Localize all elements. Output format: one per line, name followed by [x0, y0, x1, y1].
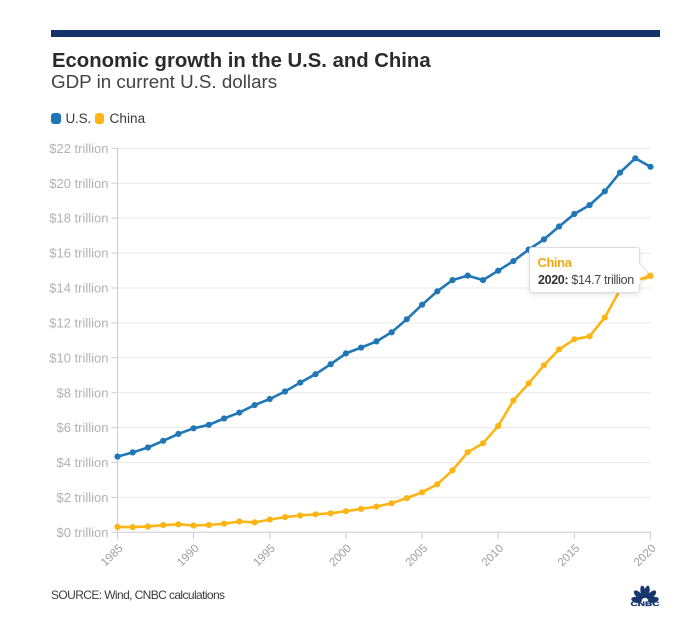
svg-text:1995: 1995 [251, 542, 278, 569]
svg-text:$6 trillion: $6 trillion [56, 420, 108, 435]
svg-text:$0 trillion: $0 trillion [56, 525, 108, 540]
svg-text:2015: 2015 [556, 542, 583, 569]
svg-text:$2 trillion: $2 trillion [56, 490, 108, 505]
svg-text:$14 trillion: $14 trillion [49, 281, 108, 296]
svg-text:$12 trillion: $12 trillion [49, 316, 108, 331]
svg-text:2005: 2005 [404, 542, 431, 569]
svg-text:$10 trillion: $10 trillion [49, 350, 108, 365]
svg-text:1990: 1990 [175, 542, 202, 569]
svg-text:1985: 1985 [99, 542, 126, 569]
svg-text:$20 trillion: $20 trillion [49, 176, 108, 191]
svg-text:$8 trillion: $8 trillion [56, 385, 108, 400]
svg-text:CNBC: CNBC [630, 601, 660, 608]
svg-text:2000: 2000 [327, 542, 354, 569]
svg-text:$22 trillion: $22 trillion [49, 141, 108, 156]
svg-text:$18 trillion: $18 trillion [49, 211, 108, 226]
svg-text:2020: 2020 [632, 542, 659, 569]
svg-text:$16 trillion: $16 trillion [49, 246, 108, 261]
svg-text:$4 trillion: $4 trillion [56, 455, 108, 470]
svg-text:2010: 2010 [480, 542, 507, 569]
